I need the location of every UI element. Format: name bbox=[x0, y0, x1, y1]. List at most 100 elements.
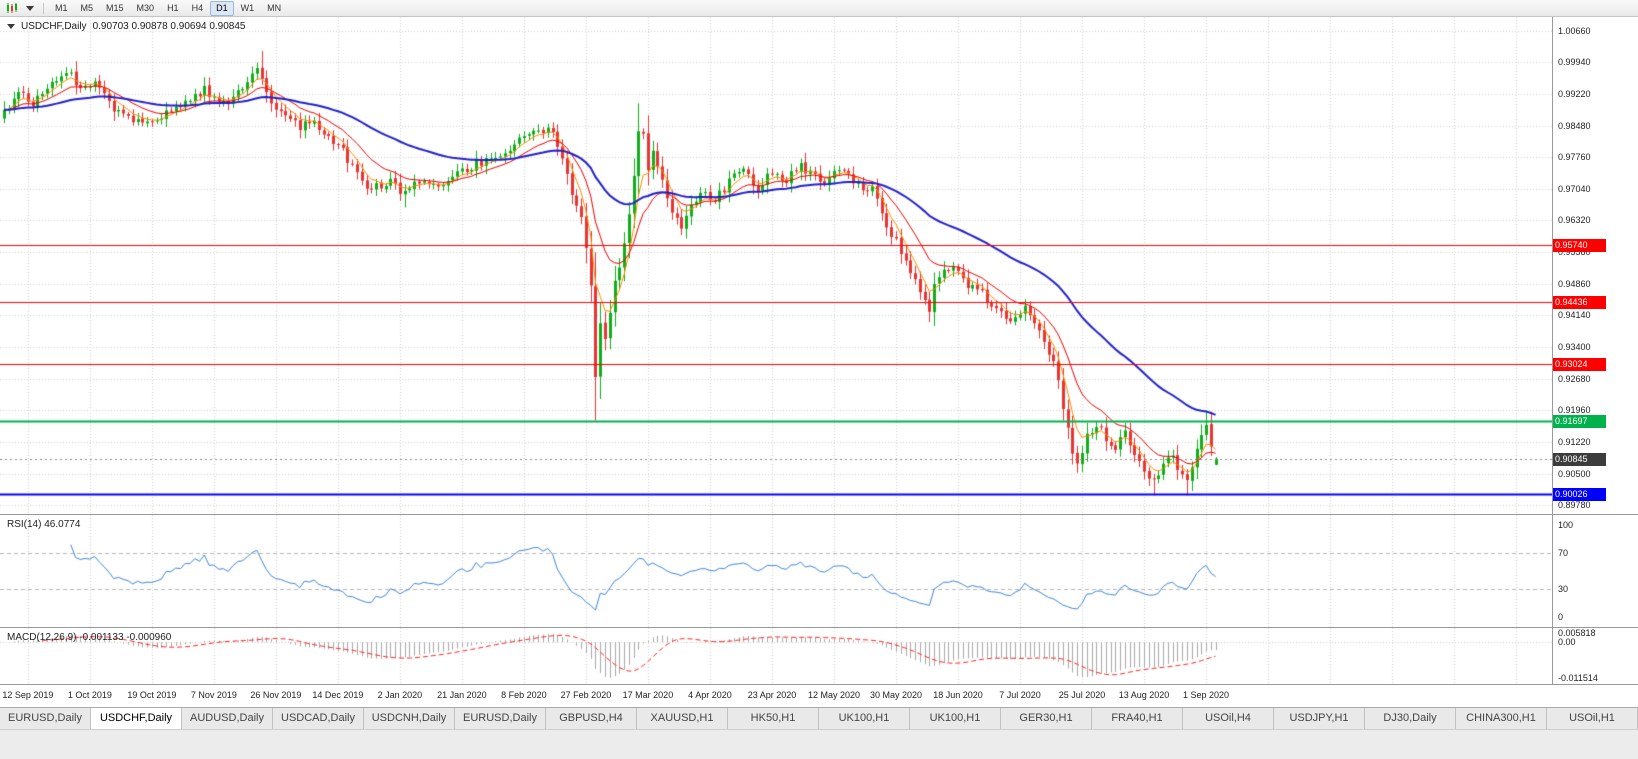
time-axis-label: 12 Sep 2019 bbox=[2, 690, 54, 700]
chart-ohlc-values: 0.90703 0.90878 0.90694 0.90845 bbox=[92, 21, 246, 32]
price-axis[interactable]: 1.00660 0.99940 0.99220 0.98480 0.97760 0.970… bbox=[1552, 17, 1638, 514]
timeframe-button-H1[interactable]: H1 bbox=[167, 2, 179, 13]
chart-tab-EURUSD,Daily[interactable]: EURUSD,Daily bbox=[0, 708, 91, 729]
rsi-indicator-label: RSI(14) 46.0774 bbox=[7, 519, 81, 530]
price-axis-label: 0.91960 bbox=[1558, 405, 1591, 416]
price-axis-label: 0.97040 bbox=[1558, 183, 1591, 194]
timeframe-button-M30[interactable]: M30 bbox=[136, 2, 155, 13]
time-axis-label: 7 Jul 2020 bbox=[999, 690, 1041, 700]
toolbar-separator bbox=[43, 2, 44, 14]
price-axis-label: 0.96320 bbox=[1558, 215, 1591, 226]
rsi-axis-label: 0 bbox=[1558, 612, 1564, 622]
macd-axis-label-zero: 0.00 bbox=[1558, 637, 1576, 648]
time-axis-label: 14 Dec 2019 bbox=[312, 690, 364, 700]
chart-list-dropdown-icon[interactable] bbox=[22, 2, 38, 15]
chart-tab-GBPUSD,H4[interactable]: GBPUSD,H4 bbox=[546, 708, 637, 729]
chart-rsi-separator[interactable] bbox=[0, 514, 1638, 515]
time-axis-label: 2 Jan 2020 bbox=[377, 690, 423, 700]
macd-axis[interactable]: 0.005818 0.00 -0.011514 bbox=[1552, 628, 1638, 684]
timeframe-button-H4[interactable]: H4 bbox=[191, 2, 204, 13]
chart-tab-USDCAD,Daily[interactable]: USDCAD,Daily bbox=[273, 708, 364, 729]
price-axis-label: 0.91220 bbox=[1558, 437, 1591, 448]
time-axis-label: 26 Nov 2019 bbox=[250, 690, 302, 700]
price-line-badge: 0.90026 bbox=[1552, 488, 1606, 502]
timeframe-button-D1[interactable]: D1 bbox=[210, 0, 234, 16]
chart-tab-USOil,H4[interactable]: USOil,H4 bbox=[1183, 708, 1274, 729]
chart-symbol-period: USDCHF,Daily bbox=[21, 21, 87, 32]
chart-tab-CHINA300,H1[interactable]: CHINA300,H1 bbox=[1456, 708, 1547, 729]
toolbar: M1 M5 M15 M30 H1 H4 D1 W1 MN bbox=[0, 0, 1638, 17]
chart-tab-USDCHF,Daily[interactable]: USDCHF,Daily bbox=[91, 708, 182, 729]
price-axis-label: 0.92680 bbox=[1558, 373, 1591, 384]
time-axis-label: 12 May 2020 bbox=[807, 690, 860, 700]
chart-tab-GER30,H1[interactable]: GER30,H1 bbox=[1001, 708, 1092, 729]
chart-tab-UK100,H1[interactable]: UK100,H1 bbox=[819, 708, 910, 729]
candlestick-chart-icon[interactable] bbox=[4, 2, 20, 15]
price-axis-label: 0.98480 bbox=[1558, 120, 1591, 131]
timeframe-group: M1 M5 M15 M30 H1 H4 D1 W1 MN bbox=[49, 0, 287, 16]
chart-tab-USDJPY,H1[interactable]: USDJPY,H1 bbox=[1274, 708, 1365, 729]
rsi-macd-separator[interactable] bbox=[0, 627, 1638, 628]
price-axis-label: 0.99940 bbox=[1558, 57, 1591, 68]
price-axis-label: 0.97760 bbox=[1558, 152, 1591, 163]
macd-axis-label-min: -0.011514 bbox=[1558, 673, 1598, 683]
rsi-axis[interactable]: 100 70 30 0 bbox=[1552, 515, 1638, 627]
chart-tab-HK50,H1[interactable]: HK50,H1 bbox=[728, 708, 819, 729]
rsi-panel-canvas[interactable] bbox=[0, 515, 1552, 627]
bottom-filler bbox=[0, 729, 1638, 759]
price-chart-canvas[interactable] bbox=[0, 17, 1552, 514]
time-axis-label: 19 Oct 2019 bbox=[127, 690, 177, 700]
chart-tab-EURUSD,Daily[interactable]: EURUSD,Daily bbox=[455, 708, 546, 729]
rsi-axis-label: 100 bbox=[1558, 520, 1574, 530]
time-axis-label: 23 Apr 2020 bbox=[747, 690, 797, 700]
time-axis[interactable]: 12 Sep 2019 1 Oct 2019 19 Oct 2019 7 Nov 20… bbox=[0, 685, 1638, 707]
macd-axis-label-max: 0.005818 bbox=[1558, 628, 1596, 638]
price-line-badge: 0.95740 bbox=[1552, 239, 1606, 253]
time-axis-label: 17 Mar 2020 bbox=[622, 690, 674, 700]
time-axis-label: 30 May 2020 bbox=[869, 690, 923, 700]
plot-axis-separator bbox=[1552, 17, 1553, 684]
price-axis-label: 0.94860 bbox=[1558, 278, 1591, 289]
quick-trade-arrow-icon[interactable] bbox=[7, 24, 15, 29]
price-axis-label: 0.93400 bbox=[1558, 342, 1591, 353]
dropdown-arrow-icon bbox=[26, 5, 34, 11]
price-line-badge: 0.91697 bbox=[1552, 415, 1606, 429]
chart-tab-UK100,H1[interactable]: UK100,H1 bbox=[910, 708, 1001, 729]
timeframe-button-M1[interactable]: M1 bbox=[55, 2, 68, 13]
macd-timeaxis-separator bbox=[0, 684, 1638, 685]
chart-tab-FRA40,H1[interactable]: FRA40,H1 bbox=[1092, 708, 1183, 729]
price-axis-label: 0.89780 bbox=[1558, 499, 1591, 510]
time-axis-label: 25 Jul 2020 bbox=[1058, 690, 1106, 700]
timeframe-button-M5[interactable]: M5 bbox=[80, 2, 94, 13]
time-axis-label: 18 Jun 2020 bbox=[933, 690, 983, 700]
time-axis-label: 13 Aug 2020 bbox=[1118, 690, 1170, 700]
time-axis-label: 8 Feb 2020 bbox=[501, 690, 547, 700]
timeframe-button-MN[interactable]: MN bbox=[267, 2, 282, 13]
chart-title: USDCHF,Daily 0.90703 0.90878 0.90694 0.9… bbox=[7, 21, 246, 32]
timeframe-button-W1[interactable]: W1 bbox=[240, 2, 255, 13]
price-axis-label: 1.00660 bbox=[1558, 26, 1591, 36]
macd-panel-canvas[interactable] bbox=[0, 628, 1552, 684]
chart-tab-DJ30,Daily[interactable]: DJ30,Daily bbox=[1365, 708, 1456, 729]
price-line-badge: 0.94436 bbox=[1552, 296, 1606, 310]
chart-tab-USOil,H1[interactable]: USOil,H1 bbox=[1547, 708, 1638, 729]
macd-indicator-label: MACD(12,26,9) -0.001133 -0.000960 bbox=[7, 632, 172, 643]
time-axis-label: 7 Nov 2019 bbox=[190, 690, 237, 700]
time-axis-label: 21 Jan 2020 bbox=[437, 690, 487, 700]
current-price-badge: 0.90845 bbox=[1552, 452, 1606, 466]
chart-tab-USDCNH,Daily[interactable]: USDCNH,Daily bbox=[364, 708, 455, 729]
price-axis-label: 0.90500 bbox=[1558, 468, 1591, 479]
chart-tabs-bar: EURUSD,Daily USDCHF,Daily AUDUSD,Daily USDC… bbox=[0, 707, 1638, 729]
time-axis-label: 4 Apr 2020 bbox=[688, 690, 732, 700]
time-axis-label: 1 Oct 2019 bbox=[67, 690, 112, 700]
price-line-badge: 0.93024 bbox=[1552, 357, 1606, 371]
price-axis-label: 0.99220 bbox=[1558, 88, 1591, 99]
time-axis-label: 1 Sep 2020 bbox=[1183, 690, 1230, 700]
rsi-axis-label: 70 bbox=[1558, 547, 1569, 558]
timeframe-button-M15[interactable]: M15 bbox=[106, 2, 124, 13]
chart-tab-AUDUSD,Daily[interactable]: AUDUSD,Daily bbox=[182, 708, 273, 729]
rsi-axis-label: 30 bbox=[1558, 584, 1569, 595]
price-axis-label: 0.94140 bbox=[1558, 310, 1591, 321]
chart-tab-XAUUSD,H1[interactable]: XAUUSD,H1 bbox=[637, 708, 728, 729]
